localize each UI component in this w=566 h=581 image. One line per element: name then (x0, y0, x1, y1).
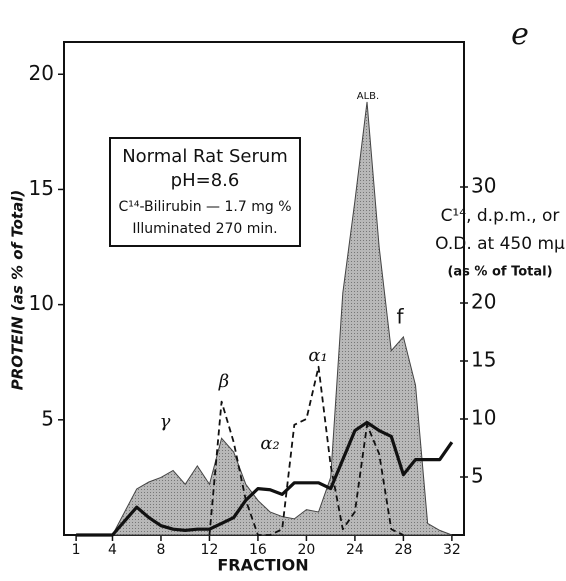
x-tick-label: 16 (249, 542, 267, 558)
info-box-text: Normal Rat Serum (122, 146, 288, 167)
annotation: α₂ (260, 433, 279, 454)
x-tick-label: 20 (298, 542, 316, 558)
y-tick-label: 15 (29, 176, 54, 200)
y-tick-label: 10 (29, 291, 54, 315)
x-tick-label: 1 (72, 542, 81, 558)
y2-tick-label: 5 (471, 464, 484, 488)
y2-tick-label: 30 (471, 174, 496, 198)
annotation: β (218, 371, 229, 392)
y2-tick-label: 15 (471, 348, 496, 372)
x-tick-label: 4 (108, 542, 117, 558)
y2-tick-label: 20 (471, 290, 496, 314)
info-box: Normal Rat Serum pH=8.6 C¹⁴-Bilirubin — 1.… (109, 137, 301, 247)
x-tick-label: 32 (443, 542, 461, 558)
info-box-text: pH=8.6 (171, 170, 240, 191)
annotation: α₁ (308, 345, 327, 366)
y2-axis-label: (as % of Total) (447, 265, 552, 280)
annotation: ALB. (357, 91, 379, 102)
dashed-line (208, 365, 404, 536)
y-axis-label: PROTEIN (as % of Total) (9, 190, 27, 390)
annotation: f (396, 305, 404, 329)
y-tick-label: 5 (41, 406, 54, 430)
y-tick-label: 20 (29, 61, 54, 85)
x-tick-label: 12 (201, 542, 219, 558)
y2-axis-label: C¹⁴, d.p.m., or (441, 206, 560, 226)
y2-tick-label: 10 (471, 406, 496, 430)
info-box-frame (109, 137, 301, 247)
x-tick-label: 8 (157, 542, 166, 558)
info-box-text: Illuminated 270 min. (132, 221, 277, 237)
x-axis-label: FRACTION (217, 556, 308, 575)
x-tick-label: 24 (346, 542, 364, 558)
solid-line (76, 420, 454, 537)
y2-axis-label: O.D. at 450 mμ (435, 234, 565, 254)
annotation: γ (160, 411, 171, 432)
info-box-text: C¹⁴-Bilirubin — 1.7 mg % (119, 199, 292, 215)
x-tick-label: 28 (394, 542, 412, 558)
panel-label: e (511, 17, 529, 52)
